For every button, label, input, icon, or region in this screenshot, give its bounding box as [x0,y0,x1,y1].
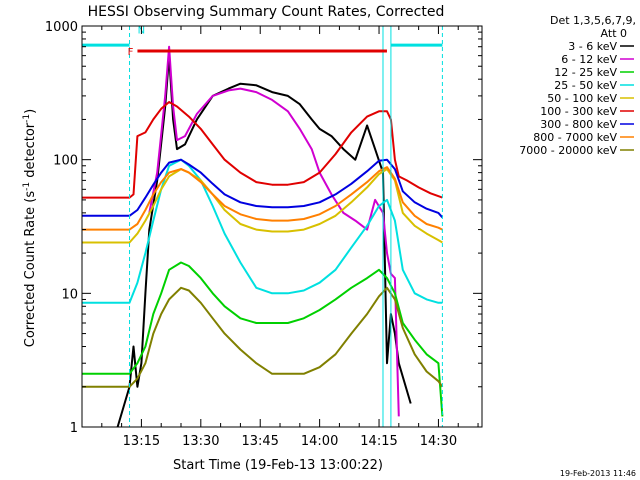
legend-entry-label: 100 - 300 keV [540,105,617,118]
legend-entry-label: 800 - 7000 keV [533,131,617,144]
x-axis: 13:15 13:30 13:45 14:00 14:15 14:30 [101,26,479,449]
series-line [116,54,412,428]
timestamp-stamp: 19-Feb-2013 11:46 [560,469,636,478]
y-axis-label-part: Corrected Count Rate (s [23,191,38,348]
y-axis-label-part: detector [23,122,38,182]
series-line [82,168,443,244]
y-tick-label: 1 [70,421,78,436]
plot-frame [81,25,483,428]
legend-entry-label: 25 - 50 keV [554,79,617,92]
y-tick-label: 1000 [45,20,78,35]
legend-entry-label: 6 - 12 keV [561,53,617,66]
plot-area: FN [81,25,483,428]
y-tick-label: 10 [61,287,78,302]
legend-entry-label: 7000 - 20000 keV [519,144,617,157]
status-bar-label: F [128,47,134,58]
legend-entry-label: 300 - 800 keV [540,118,617,131]
series-line [82,158,443,304]
series-line [82,166,443,231]
legend-header-line: Att 0 [601,27,627,40]
y-axis-label-superscript: -1 [22,114,32,123]
series-line [82,261,444,417]
y-tick-label: 100 [53,154,78,169]
y-axis-label: Corrected Count Rate (s-1 detector-1) [22,109,38,347]
x-tick-label: 13:15 [123,434,160,449]
y-axis-label-superscript: -1 [22,182,32,191]
legend-header-line: Det 1,3,5,6,7,9, [550,14,636,27]
y-axis-label-part: ) [23,109,38,114]
x-tick-label: 13:45 [241,434,278,449]
x-tick-label: 14:15 [360,434,397,449]
x-tick-label: 14:00 [301,434,338,449]
chart-title: HESSI Observing Summary Count Rates, Cor… [88,4,445,20]
legend-entry-label: 3 - 6 keV [568,40,617,53]
legend-entry-label: 12 - 25 keV [554,66,617,79]
x-tick-label: 13:30 [182,434,219,449]
y-axis: 1 10 100 1000 [45,20,482,436]
series-line [148,45,400,417]
legend-entry-label: 50 - 100 keV [547,92,617,105]
series-line [82,286,444,388]
series-line [82,158,444,219]
series-line [82,101,443,199]
x-axis-label: Start Time (19-Feb-13 13:00:22) [173,458,383,473]
x-tick-label: 14:30 [420,434,457,449]
